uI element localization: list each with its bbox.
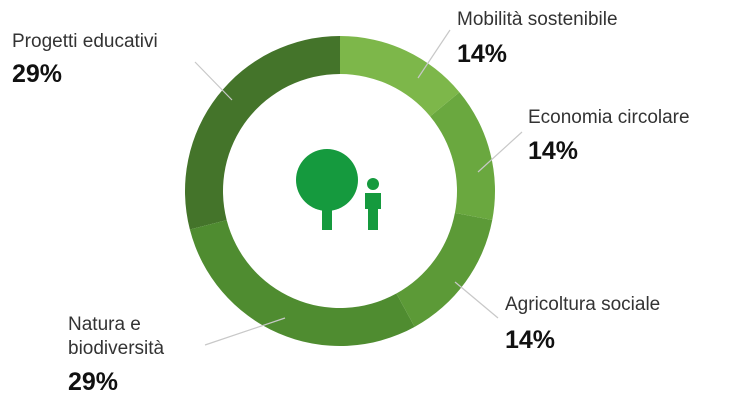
slice-label: Natura e biodiversità	[68, 314, 165, 359]
value-label: 29%	[68, 368, 119, 396]
center-icon	[296, 149, 381, 230]
value-label: 14%	[528, 137, 579, 165]
slice-label: Economia circolare	[528, 107, 690, 128]
donut-slice	[340, 36, 460, 117]
donut-slice	[396, 212, 493, 327]
value-label: 14%	[505, 326, 556, 354]
donut-slice	[189, 220, 415, 347]
value-label: 29%	[12, 60, 63, 88]
slice-label: Progetti educativi	[12, 31, 158, 52]
slice-label: Agricoltura sociale	[505, 294, 661, 315]
slice-label: Mobilità sostenibile	[457, 9, 618, 30]
donut-slice	[185, 36, 340, 230]
value-label: 14%	[457, 40, 508, 68]
leader-lines	[194, 29, 523, 346]
donut-slice	[430, 92, 495, 221]
